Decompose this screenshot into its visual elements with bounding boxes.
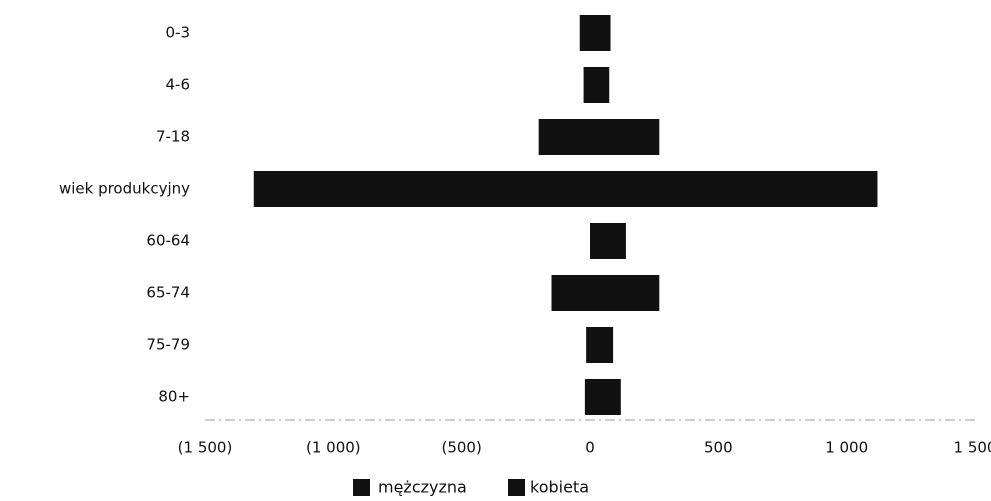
legend-label-kobieta: kobieta: [530, 478, 589, 497]
category-label-1: 4-6: [166, 76, 191, 94]
bar-mezczyzna-0: [579, 15, 590, 51]
category-label-5: 65-74: [146, 284, 190, 302]
bar-mezczyzna-7: [584, 379, 590, 415]
bar-kobieta-1: [590, 67, 610, 103]
category-label-3: wiek produkcyjny: [59, 180, 190, 198]
legend-label-mezczyzna: mężczyzna: [378, 478, 467, 497]
x-tick-label-5: 1 000: [825, 439, 868, 457]
category-labels: 0-3 4-6 7-18 wiek produkcyjny 60-64 65-74 75-7…: [59, 24, 190, 406]
category-label-2: 7-18: [156, 128, 190, 146]
x-tick-label-6: 1 500: [954, 439, 991, 457]
bar-mezczyzna-1: [583, 67, 590, 103]
bar-kobieta-7: [590, 379, 621, 415]
category-label-6: 75-79: [146, 336, 190, 354]
x-tick-label-4: 500: [704, 439, 733, 457]
bar-kobieta-0: [590, 15, 611, 51]
x-tick-label-3: 0: [585, 439, 595, 457]
category-label-0: 0-3: [166, 24, 191, 42]
legend-swatch-mezczyzna: [353, 479, 370, 496]
bar-mezczyzna-6: [586, 327, 590, 363]
x-tick-label-0: (1 500): [178, 439, 233, 457]
bars-group: [253, 15, 878, 415]
x-tick-label-1: (1 000): [306, 439, 361, 457]
legend: mężczyzna kobieta: [353, 478, 589, 497]
bar-kobieta-4: [590, 223, 626, 259]
bar-kobieta-2: [590, 119, 660, 155]
category-label-4: 60-64: [146, 232, 190, 250]
bar-mezczyzna-5: [551, 275, 590, 311]
bar-mezczyzna-3: [253, 171, 590, 207]
category-label-7: 80+: [158, 388, 190, 406]
x-tick-label-2: (500): [441, 439, 481, 457]
bar-mezczyzna-2: [538, 119, 590, 155]
bar-kobieta-3: [590, 171, 878, 207]
bar-kobieta-5: [590, 275, 660, 311]
x-axis-tick-labels: (1 500) (1 000) (500) 0 500 1 000 1 500: [178, 439, 991, 457]
legend-swatch-kobieta: [508, 479, 525, 496]
bar-kobieta-6: [590, 327, 614, 363]
